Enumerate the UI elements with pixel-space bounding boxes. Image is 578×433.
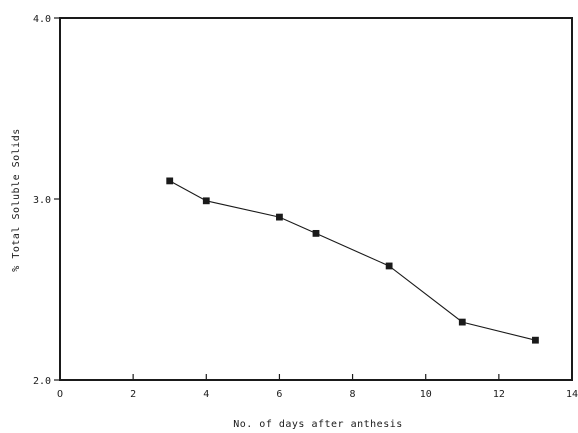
y-tick-label-0: 2.0 — [33, 376, 51, 387]
y-tick-label-1: 3.0 — [33, 195, 51, 206]
x-tick-label-0: O — [57, 389, 63, 400]
y-tick-labels: 2.0 3.0 4.0 — [33, 14, 51, 387]
x-tick-label-4: 8 — [350, 389, 356, 400]
data-point-0-3 — [312, 229, 320, 237]
x-tick-label-1: 2 — [130, 389, 136, 400]
plot-frame — [59, 17, 573, 381]
y-tick-label-2: 4.0 — [33, 14, 51, 25]
axis-ticks — [54, 17, 500, 381]
series-line-0 — [169, 180, 536, 341]
x-tick-label-7: 14 — [566, 389, 578, 400]
data-point-0-1 — [202, 197, 210, 205]
data-point-0-0 — [166, 177, 174, 185]
data-point-0-6 — [532, 336, 539, 344]
x-tick-label-5: 10 — [420, 389, 432, 400]
y-axis-label: % Total Soluble Solids — [11, 128, 22, 271]
series-group — [166, 177, 539, 344]
data-point-0-5 — [458, 318, 466, 326]
x-tick-label-2: 4 — [203, 389, 209, 400]
x-tick-labels: O 2 4 6 8 10 12 14 — [57, 389, 578, 400]
x-axis-label: No. of days after anthesis — [233, 419, 403, 430]
x-tick-label-3: 6 — [276, 389, 282, 400]
x-tick-label-6: 12 — [493, 389, 505, 400]
data-point-0-4 — [385, 262, 393, 270]
data-point-0-2 — [276, 213, 283, 221]
